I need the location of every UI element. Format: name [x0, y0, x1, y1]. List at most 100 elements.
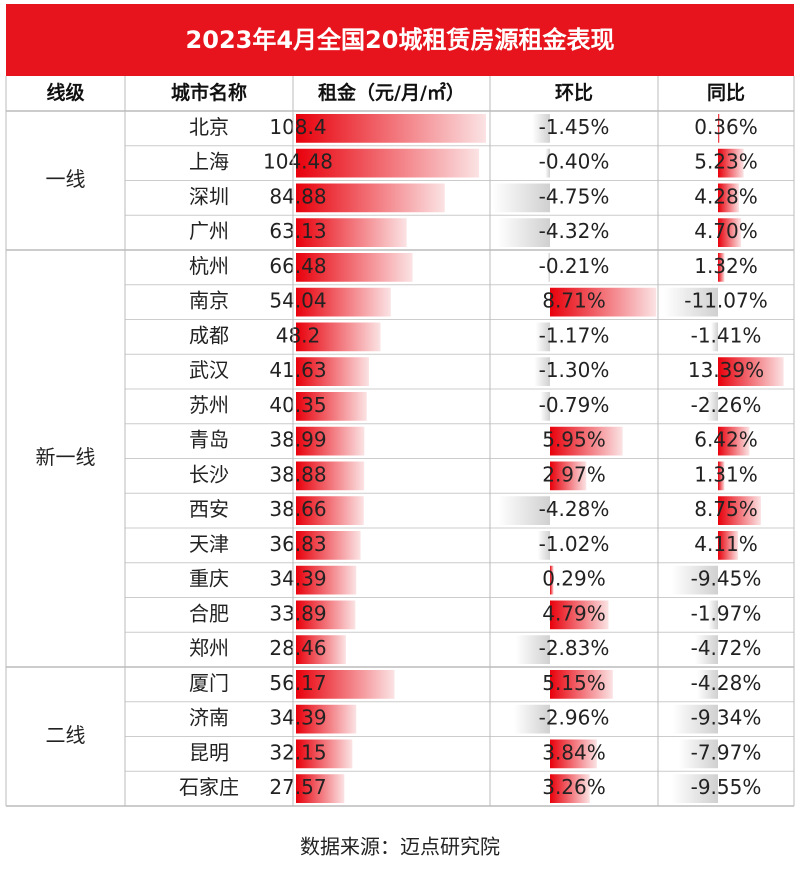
yoy-value: -1.97% [691, 601, 762, 625]
rent-value: 41.63 [269, 358, 326, 382]
rent-value: 36.83 [269, 532, 326, 556]
yoy-bar [718, 496, 761, 525]
mom-bar [497, 496, 550, 525]
tier-label: 一线 [46, 167, 86, 191]
city: 深圳 [189, 184, 229, 208]
rent-value: 33.89 [269, 601, 326, 625]
rent-value: 32.15 [269, 740, 326, 764]
yoy-bar [671, 565, 718, 595]
rent-value: 54.04 [269, 289, 326, 313]
title: 2023年4月全国20城租赁房源租金表现 [186, 26, 615, 54]
rent-bar [296, 461, 365, 491]
mom-bar [497, 218, 550, 247]
rent-value: 84.88 [269, 184, 326, 208]
rent-bar [296, 253, 413, 282]
city: 重庆 [189, 567, 229, 591]
rent-bar [296, 392, 367, 421]
city: 杭州 [189, 254, 229, 278]
rent-bar [296, 426, 365, 456]
rent-bar [296, 148, 480, 178]
header-cell: 线级 [46, 81, 84, 104]
rent-bar [296, 114, 486, 143]
mom-bar [535, 322, 550, 352]
rent-bar [296, 739, 353, 769]
mom-value: 3.26% [542, 775, 606, 799]
city: 北京 [189, 115, 229, 139]
yoy-value: -9.45% [691, 567, 762, 591]
mom-bar [534, 357, 550, 386]
rent-value: 38.88 [269, 462, 326, 486]
mom-bar [550, 565, 554, 595]
yoy-value: -4.72% [691, 636, 762, 660]
rent-bar [296, 565, 357, 595]
mom-bar [550, 739, 597, 769]
city: 南京 [189, 289, 229, 313]
yoy-value: 1.32% [694, 254, 758, 278]
yoy-bar [718, 461, 725, 491]
rent-bar [296, 287, 391, 317]
rent-bar [296, 183, 445, 213]
mom-bar [545, 148, 550, 178]
yoy-bar [718, 253, 725, 282]
yoy-value: 4.28% [694, 184, 758, 208]
rent-value: 108.4 [269, 115, 326, 139]
city: 西安 [189, 497, 229, 521]
city: 济南 [189, 706, 229, 730]
rent-value: 27.57 [269, 775, 326, 799]
yoy-value: 6.42% [694, 428, 758, 452]
yoy-bar [718, 183, 739, 213]
header-cell: 租金（元/月/㎡） [318, 81, 465, 104]
city: 成都 [189, 323, 229, 347]
mom-value: -4.75% [539, 184, 610, 208]
yoy-value: 13.39% [688, 358, 764, 382]
rent-bar [296, 635, 346, 664]
yoy-value: 0.36% [694, 115, 758, 139]
mom-value: -4.28% [539, 497, 610, 521]
rent-bar [296, 531, 361, 560]
mom-bar [550, 287, 657, 317]
rent-bar [296, 322, 381, 352]
mom-bar [515, 635, 550, 664]
yoy-value: -9.34% [691, 706, 762, 730]
yoy-value: 4.70% [694, 219, 758, 243]
mom-bar [550, 774, 590, 803]
yoy-bar [718, 426, 750, 456]
yoy-value: 8.75% [694, 497, 758, 521]
header-cell: 同比 [707, 82, 745, 104]
yoy-bar [718, 148, 744, 178]
city: 厦门 [189, 671, 229, 695]
yoy-bar [718, 531, 739, 560]
rent-bar [296, 774, 345, 803]
mom-value: -0.21% [539, 254, 610, 278]
city: 天津 [189, 532, 229, 556]
mom-value: 4.79% [542, 601, 606, 625]
rent-value: 34.39 [269, 567, 326, 591]
mom-value: -1.30% [539, 358, 610, 382]
city: 石家庄 [179, 775, 239, 799]
rent-bar [296, 670, 395, 699]
rent-value: 66.48 [269, 254, 326, 278]
rent-value: 38.99 [269, 428, 326, 452]
yoy-value: 1.31% [694, 462, 758, 486]
rent-value: 63.13 [269, 219, 326, 243]
yoy-value: -4.28% [691, 671, 762, 695]
mom-value: -1.17% [539, 323, 610, 347]
city: 昆明 [189, 740, 229, 764]
mom-bar [492, 183, 550, 213]
yoy-bar [672, 704, 718, 734]
mom-bar [550, 600, 609, 630]
rent-value: 28.46 [269, 636, 326, 660]
yoy-bar [671, 774, 718, 803]
mom-bar [547, 253, 550, 282]
yoy-bar [718, 357, 784, 386]
yoy-value: -7.97% [691, 740, 762, 764]
yoy-value: -9.55% [691, 775, 762, 799]
yoy-bar [718, 114, 720, 143]
mom-value: -0.40% [539, 150, 610, 174]
yoy-bar [706, 392, 718, 421]
mom-bar [550, 426, 623, 456]
mom-value: 8.71% [542, 289, 606, 313]
header-cell: 城市名称 [171, 81, 247, 104]
city: 武汉 [189, 358, 229, 382]
